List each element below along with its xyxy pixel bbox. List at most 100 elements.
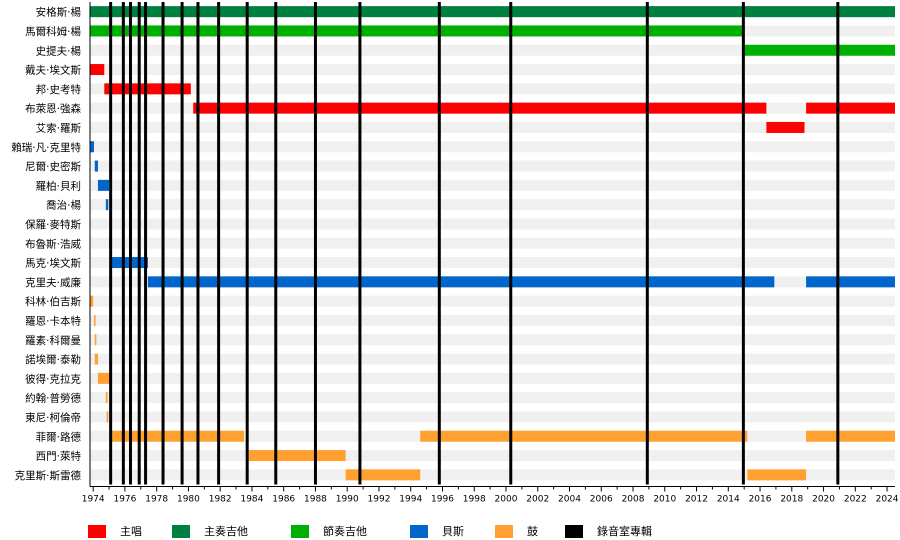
- row-band: [90, 121, 895, 133]
- member-label: 喬治·楊: [46, 199, 81, 212]
- album-lines: [109, 2, 840, 485]
- member-label: 馬克·埃文斯: [25, 257, 81, 270]
- x-tick-label: 1996: [431, 495, 454, 505]
- x-tick-label: 1978: [145, 495, 168, 505]
- member-label: 戴夫·埃文斯: [25, 64, 81, 77]
- x-tick-label: 2010: [653, 495, 676, 505]
- member-label: 西門·萊特: [36, 451, 82, 463]
- member-bar: [94, 160, 98, 172]
- x-tick-label: 2006: [590, 495, 613, 505]
- member-label: 東尼·柯倫帝: [25, 411, 81, 424]
- timeline-chart: 安格斯·楊馬爾科姆·楊史提夫·楊戴夫·埃文斯邦·史考特布萊恩·強森艾索·羅斯賴瑞…: [11, 2, 899, 505]
- member-label: 科林·伯吉斯: [25, 295, 81, 308]
- row-band: [90, 141, 895, 153]
- member-label: 約翰·普勞德: [25, 392, 81, 405]
- member-labels: 安格斯·楊馬爾科姆·楊史提夫·楊戴夫·埃文斯邦·史考特布萊恩·強森艾索·羅斯賴瑞…: [11, 6, 81, 482]
- legend-item-albums: 錄音室專輯: [565, 522, 652, 540]
- row-bands: [90, 6, 895, 481]
- x-tick-label: 2008: [622, 495, 645, 505]
- member-label: 布萊恩·強森: [25, 102, 81, 115]
- member-bar: [806, 430, 895, 442]
- member-label: 羅恩·卡本特: [25, 314, 81, 327]
- member-bar: [93, 314, 96, 326]
- row-band: [90, 353, 895, 365]
- x-tick-label: 1984: [240, 495, 263, 505]
- x-tick-label: 2000: [495, 495, 518, 505]
- member-bar: [248, 450, 346, 462]
- member-bar: [420, 430, 748, 442]
- x-tick-label: 2024: [876, 495, 899, 505]
- member-label: 艾索·羅斯: [36, 121, 82, 134]
- member-bar: [97, 179, 110, 191]
- row-band: [90, 314, 895, 326]
- member-bar: [97, 372, 110, 384]
- member-label: 羅素·科爾曼: [25, 334, 81, 347]
- member-bar: [105, 392, 108, 404]
- member-label: 菲爾·路德: [36, 430, 82, 443]
- x-tick-label: 1986: [272, 495, 295, 505]
- member-label: 安格斯·楊: [36, 6, 82, 19]
- member-bar: [90, 295, 94, 307]
- legend-swatch: [565, 524, 583, 538]
- row-band: [90, 179, 895, 191]
- row-band: [90, 392, 895, 404]
- x-tick-label: 2018: [780, 495, 803, 505]
- x-tick-label: 1976: [113, 495, 136, 505]
- row-band: [90, 199, 895, 211]
- member-bar: [766, 121, 805, 133]
- row-band: [90, 218, 895, 230]
- member-label: 羅柏·貝利: [36, 179, 81, 192]
- x-tick-label: 2002: [526, 495, 549, 505]
- member-bar: [90, 141, 94, 153]
- member-bar: [90, 64, 105, 76]
- x-tick-label: 1994: [399, 495, 422, 505]
- member-bar: [105, 199, 109, 211]
- member-bar: [90, 6, 895, 18]
- legend-label: 主唱: [120, 525, 142, 538]
- member-bar: [110, 430, 245, 442]
- member-bar: [94, 334, 97, 346]
- member-bar: [747, 469, 807, 481]
- legend-swatch: [410, 524, 428, 538]
- x-tick-label: 2014: [717, 495, 740, 505]
- legend-item-lead-guitar: 主奏吉他: [172, 522, 248, 540]
- x-tick-label: 2022: [844, 495, 867, 505]
- x-tick-label: 2016: [749, 495, 772, 505]
- row-band: [90, 372, 895, 384]
- member-label: 諾埃爾·泰勒: [25, 353, 81, 366]
- row-band: [90, 83, 895, 95]
- legend-item-vocals: 主唱: [88, 522, 142, 540]
- legend-label: 主奏吉他: [204, 525, 248, 538]
- member-bar: [94, 353, 98, 365]
- member-bar: [147, 276, 775, 288]
- row-band: [90, 450, 895, 462]
- x-tick-label: 1982: [209, 495, 232, 505]
- row-band: [90, 334, 895, 346]
- row-band: [90, 469, 895, 481]
- member-label: 克里夫·威廉: [25, 276, 81, 289]
- x-tick-label: 1974: [82, 495, 105, 505]
- legend-label: 鼓: [527, 525, 538, 538]
- legend-item-bass: 貝斯: [410, 522, 464, 540]
- x-tick-label: 2020: [812, 495, 835, 505]
- member-label: 邦·史考特: [36, 83, 82, 96]
- member-bar: [90, 25, 743, 37]
- row-band: [90, 44, 895, 56]
- member-bar: [193, 102, 767, 114]
- member-label: 馬爾科姆·楊: [25, 25, 81, 38]
- x-tick-label: 1998: [463, 495, 486, 505]
- legend-item-rhythm-guitar: 節奏吉他: [291, 522, 367, 540]
- member-bar: [806, 102, 895, 114]
- member-bar: [345, 469, 421, 481]
- member-bar: [742, 44, 895, 56]
- member-bar: [104, 83, 191, 95]
- x-tick-label: 1980: [177, 495, 200, 505]
- member-bar: [106, 411, 109, 423]
- x-tick-label: 2012: [685, 495, 708, 505]
- member-label: 賴瑞·凡·克里特: [11, 141, 81, 154]
- member-label: 尼爾·史密斯: [25, 160, 81, 173]
- legend-swatch: [88, 524, 106, 538]
- row-band: [90, 160, 895, 172]
- x-tick-label: 1992: [368, 495, 391, 505]
- legend: 主唱 主奏吉他 節奏吉他 貝斯 鼓 錄音室專輯: [0, 522, 900, 540]
